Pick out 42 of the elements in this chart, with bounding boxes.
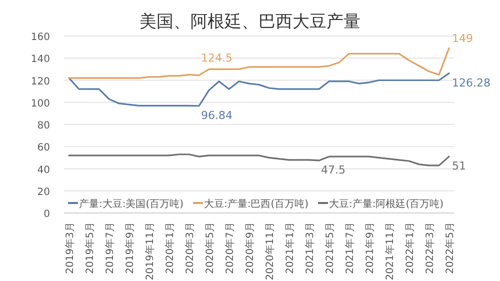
x-tick-label: 2019年5月 bbox=[84, 222, 96, 274]
x-tick-label: 2020年11月 bbox=[264, 222, 276, 280]
x-tick-label: 2021年5月 bbox=[324, 222, 336, 274]
y-tick-label: 80 bbox=[37, 120, 50, 132]
x-tick-label: 2020年1月 bbox=[164, 222, 176, 274]
x-tick-label: 2019年7月 bbox=[104, 222, 116, 274]
line-series bbox=[68, 72, 450, 107]
x-tick-label: 2020年7月 bbox=[224, 222, 236, 274]
line-series bbox=[68, 154, 450, 166]
y-tick-label: 20 bbox=[37, 186, 50, 198]
legend-label: 大豆:产量:阿根廷(百万吨) bbox=[329, 198, 444, 210]
x-tick-label: 2019年3月 bbox=[64, 222, 76, 274]
data-label: 124.5 bbox=[201, 51, 232, 64]
x-tick-label: 2022年5月 bbox=[444, 222, 456, 274]
x-tick-label: 2020年5月 bbox=[204, 222, 216, 274]
data-label: 47.5 bbox=[321, 163, 346, 176]
x-tick-label: 2021年1月 bbox=[284, 222, 296, 274]
y-tick-label: 140 bbox=[30, 54, 50, 66]
data-label: 149 bbox=[452, 32, 473, 46]
x-tick-label: 2021年11月 bbox=[384, 222, 396, 280]
y-tick-label: 40 bbox=[37, 164, 50, 176]
data-label: 51 bbox=[452, 160, 466, 173]
y-tick-label: 0 bbox=[44, 209, 50, 220]
x-tick-label: 2022年3月 bbox=[424, 222, 436, 274]
chart-title: 美国、阿根廷、巴西大豆产量 bbox=[140, 12, 360, 32]
x-tick-label: 2022年1月 bbox=[404, 222, 416, 274]
x-tick-label: 2021年3月 bbox=[304, 222, 316, 274]
legend-label: 产量:大豆:美国(百万吨) bbox=[79, 198, 184, 210]
data-label: 96.84 bbox=[201, 108, 232, 122]
line-series bbox=[68, 47, 450, 79]
legend-label: 大豆:产量:巴西(百万吨) bbox=[204, 198, 309, 210]
x-tick-label: 2021年9月 bbox=[364, 222, 376, 274]
x-tick-label: 2019年11月 bbox=[144, 222, 156, 280]
y-tick-label: 120 bbox=[30, 76, 50, 88]
data-label: 126.28 bbox=[452, 76, 490, 90]
y-tick-label: 60 bbox=[37, 142, 50, 154]
x-tick-label: 2021年7月 bbox=[344, 222, 356, 274]
x-tick-label: 2020年3月 bbox=[184, 222, 196, 274]
x-tick-label: 2019年9月 bbox=[124, 222, 136, 274]
y-tick-label: 100 bbox=[30, 98, 50, 110]
x-tick-label: 2020年9月 bbox=[244, 222, 256, 274]
y-tick-label: 160 bbox=[30, 32, 50, 43]
